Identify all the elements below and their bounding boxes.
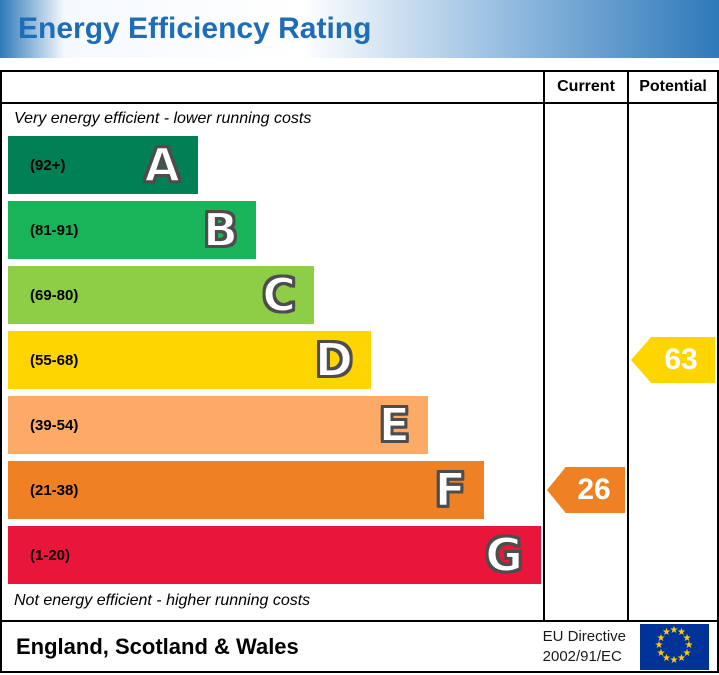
page-title: Energy Efficiency Rating [18, 12, 372, 45]
eu-star-icon: ★ [656, 632, 666, 644]
eu-star-icon: ★ [669, 655, 679, 666]
eu-star-icon: ★ [654, 640, 664, 651]
epc-chart: Current Potential Very energy efficient … [2, 72, 717, 620]
band-row-d: (55-68) D [8, 331, 541, 396]
band-letter: B [202, 203, 239, 257]
band-row-a: (92+) A [8, 136, 541, 201]
eu-star-icon: ★ [662, 652, 671, 664]
band-bar-f: (21-38) F [8, 461, 484, 519]
eu-star-icon: ★ [669, 625, 679, 636]
band-bar-a: (92+) A [8, 136, 198, 194]
band-letter: G [484, 528, 524, 582]
eu-star-icon: ★ [684, 640, 694, 651]
band-letter: C [261, 268, 297, 322]
band-bar-d: (55-68) D [8, 331, 371, 389]
band-range-label: (1-20) [30, 546, 71, 564]
band-row-c: (69-80) C [8, 266, 541, 331]
band-row-b: (81-91) B [8, 201, 541, 266]
potential-rating-marker: 63 [631, 337, 715, 383]
current-column-divider [543, 72, 545, 620]
region-label: England, Scotland & Wales [16, 633, 299, 659]
band-letter: D [314, 333, 354, 387]
current-rating-marker: 26 [547, 467, 625, 513]
column-header-potential: Potential [639, 78, 707, 95]
band-bar-c: (69-80) C [8, 266, 314, 324]
current-rating-value: 26 [577, 473, 611, 506]
potential-column-divider [627, 72, 629, 620]
band-row-e: (39-54) E [8, 396, 541, 461]
band-range-label: (81-91) [30, 221, 79, 239]
band-range-label: (92+) [30, 156, 66, 174]
footer: England, Scotland & Wales EU Directive 2… [2, 620, 717, 671]
eu-star-icon: ★ [662, 627, 671, 638]
band-row-f: (21-38) F [8, 461, 541, 526]
eu-directive-line1: EU Directive [542, 628, 626, 645]
band-range-label: (21-38) [30, 481, 79, 499]
bottom-note: Not energy efficient - higher running co… [14, 592, 311, 609]
eu-flag-icon: ★ ★ ★ ★ ★ ★ ★ ★ ★ ★ ★ ★ [640, 623, 709, 670]
header-divider [2, 102, 717, 104]
eu-star-icon: ★ [656, 647, 666, 659]
band-range-label: (39-54) [30, 416, 79, 434]
band-bar-b: (81-91) B [8, 201, 256, 259]
page-title-banner: Energy Efficiency Rating [0, 0, 719, 58]
band-range-label: (69-80) [30, 286, 79, 304]
chart-frame: Current Potential Very energy efficient … [0, 70, 719, 673]
eu-star-icon: ★ [682, 632, 692, 644]
band-letter: F [434, 463, 467, 517]
eu-star-icon: ★ [677, 627, 686, 638]
eu-directive-label: EU Directive 2002/91/EC [543, 627, 626, 666]
band-row-g: (1-20) G [8, 526, 541, 591]
potential-rating-value: 63 [664, 343, 698, 376]
column-header-current: Current [557, 78, 615, 95]
eu-directive-line2: 2002/91/EC [542, 647, 622, 665]
eu-star-icon: ★ [682, 647, 692, 659]
band-bar-g: (1-20) G [8, 526, 541, 584]
band-letter: E [378, 398, 411, 452]
eu-star-icon: ★ [677, 652, 686, 664]
band-bar-e: (39-54) E [8, 396, 428, 454]
band-range-label: (55-68) [30, 351, 79, 369]
band-letter: A [143, 138, 181, 192]
top-note: Very energy efficient - lower running co… [14, 110, 312, 127]
rating-bands: (92+) A (81-91) B (69-80) C (55-68) D (39-54) E (2… [8, 136, 541, 591]
